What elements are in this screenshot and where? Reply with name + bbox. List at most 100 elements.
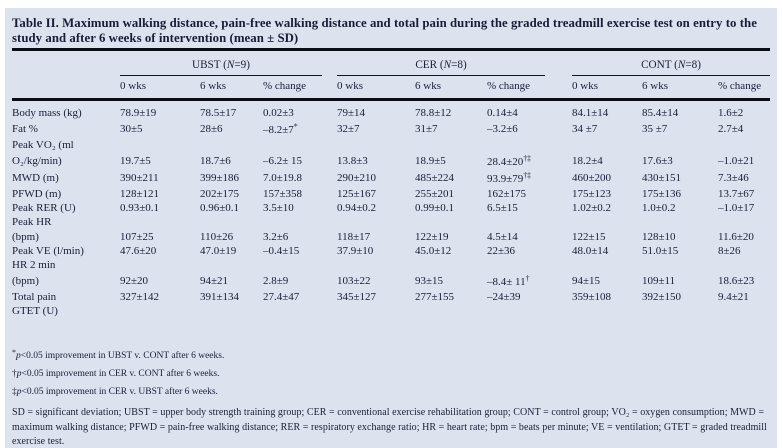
group-gap	[322, 120, 337, 137]
group-header-cont: CONT (N=8)	[572, 51, 771, 77]
data-cell	[263, 215, 322, 229]
data-cell	[415, 215, 487, 229]
data-cell: 28.4±20†‡	[487, 154, 531, 169]
data-cell: 0.93±0.1	[120, 201, 160, 214]
data-cell: 162±175	[487, 187, 527, 200]
group-header-cer: CER (N=8)	[337, 51, 546, 77]
group-gap	[545, 75, 573, 102]
data-cell	[415, 138, 487, 152]
data-cell	[718, 138, 770, 152]
footnote-p: p	[16, 387, 22, 398]
data-cell: 277±155	[415, 290, 455, 303]
table-row: Peak VE (l/min) 47.6±20 47.0±19 –0.4±15 37.9…	[12, 244, 770, 258]
row-label: Peak VO₂ (ml	[12, 138, 74, 151]
data-cell	[120, 304, 200, 318]
data-cell: 399±186	[200, 171, 240, 184]
top-rule	[12, 48, 770, 52]
group-gap	[545, 51, 572, 76]
data-cell	[337, 215, 415, 229]
data-cell: 118±17	[337, 230, 371, 243]
footnote-text: <0.05 improvement in CER v. UBST after 6…	[21, 387, 218, 398]
data-cell: 255±201	[415, 187, 455, 200]
data-cell: –1.0±21	[718, 154, 755, 167]
data-cell: 125±167	[337, 187, 377, 200]
row-label: MWD (m)	[12, 171, 59, 184]
data-cell: 6.5±15	[487, 201, 518, 214]
data-cell: 78.9±19	[120, 107, 157, 120]
footnote: *p<0.05 improvement in UBST v. CONT afte…	[12, 344, 770, 365]
data-cell: 17.6±3	[642, 154, 673, 167]
data-cell: 2.7±4	[718, 122, 744, 135]
table-row: GTET (U)	[12, 304, 770, 318]
data-cell: 460±200	[572, 171, 612, 184]
data-cell: –8.4± 11†	[487, 274, 530, 289]
group-gap	[545, 304, 572, 318]
data-cell: 37.9±10	[337, 244, 374, 257]
data-cell: 79±14	[337, 107, 366, 120]
data-cell: –0.4±15	[263, 244, 300, 257]
col-header-0wks: 0 wks	[572, 75, 643, 102]
data-cell	[263, 138, 322, 152]
data-cell: 84.1±14	[572, 107, 609, 120]
data-cell: 7.3±46	[718, 171, 749, 184]
data-cell: 4.5±14	[487, 230, 518, 243]
data-cell: 157±358	[263, 187, 303, 200]
data-cell: 103±22	[337, 274, 371, 287]
table-row: Peak RER (U) 0.93±0.1 0.96±0.1 3.5±10 0.94±0…	[12, 201, 770, 215]
data-cell: 13.7±67	[718, 187, 755, 200]
row-label: HR 2 min	[12, 259, 56, 272]
group-count: =8)	[685, 59, 701, 72]
data-cell: 7.0±19.8	[263, 171, 303, 184]
data-cell: 3.5±10	[263, 201, 294, 214]
data-cell: 0.99±0.1	[415, 201, 455, 214]
table-title: Table II. Maximum walking distance, pain…	[12, 16, 757, 45]
data-cell	[337, 258, 415, 272]
data-cell: 202±175	[200, 187, 240, 200]
table-row: Body mass (kg) 78.9±19 78.5±17 0.02±3 79±14 7…	[12, 100, 770, 121]
data-cell: 18.6±23	[718, 274, 755, 287]
group-n: N	[443, 59, 452, 72]
data-cell: 78.8±12	[415, 107, 452, 120]
data-cell: 28±6	[200, 122, 223, 135]
data-cell: 359±108	[572, 290, 612, 303]
data-cell: 122±19	[415, 230, 449, 243]
significance-marker: *	[293, 122, 298, 132]
data-cell: 485±224	[415, 171, 455, 184]
group-gap	[322, 304, 337, 318]
group-header-row: UBST (N=9) CER (N=8) CONT (N=8)	[12, 51, 771, 77]
group-gap	[322, 244, 337, 258]
data-cell: 0.14±4	[487, 107, 518, 120]
data-cell: 48.0±14	[572, 244, 609, 257]
table-row: Total pain 327±142 391±134 27.4±47 345±127 27…	[12, 290, 770, 304]
data-cell: 93.9±79†‡	[487, 171, 531, 186]
data-cell: 18.2±4	[572, 154, 603, 167]
data-cell: 109±11	[642, 274, 676, 287]
row-label-header	[12, 75, 120, 102]
group-count: =8)	[451, 59, 467, 72]
data-cell	[572, 258, 642, 272]
table-row: (bpm) 107±25 110±26 3.2±6 118±17 122±19 4.5±14…	[12, 230, 770, 244]
col-header-pct-change: % change	[487, 75, 546, 102]
group-gap	[322, 152, 337, 169]
data-cell: 93±15	[415, 274, 444, 287]
data-cell: 1.0±0.2	[642, 201, 676, 214]
data-cell	[263, 258, 322, 272]
group-gap	[322, 201, 337, 215]
data-cell: 35 ±7	[642, 122, 668, 135]
footnote-marker: ‡	[12, 387, 17, 398]
data-cell: 128±121	[120, 187, 160, 200]
col-header-0wks: 0 wks	[120, 75, 200, 102]
data-cell	[120, 258, 200, 272]
data-cell	[487, 258, 545, 272]
data-cell: 92±20	[120, 274, 149, 287]
table-row: MWD (m) 390±211 399±186 7.0±19.8 290±210 485±…	[12, 169, 770, 186]
data-cell: –8.2±7*	[263, 122, 298, 137]
group-gap	[322, 258, 337, 272]
row-label: Peak RER (U)	[12, 201, 76, 214]
footnote-text: <0.05 improvement in UBST v. CONT after …	[20, 351, 225, 362]
data-cell	[200, 215, 263, 229]
row-label: O₂/kg/min)	[12, 154, 62, 167]
data-cell: 107±25	[120, 230, 154, 243]
data-cell: 175±136	[642, 187, 682, 200]
